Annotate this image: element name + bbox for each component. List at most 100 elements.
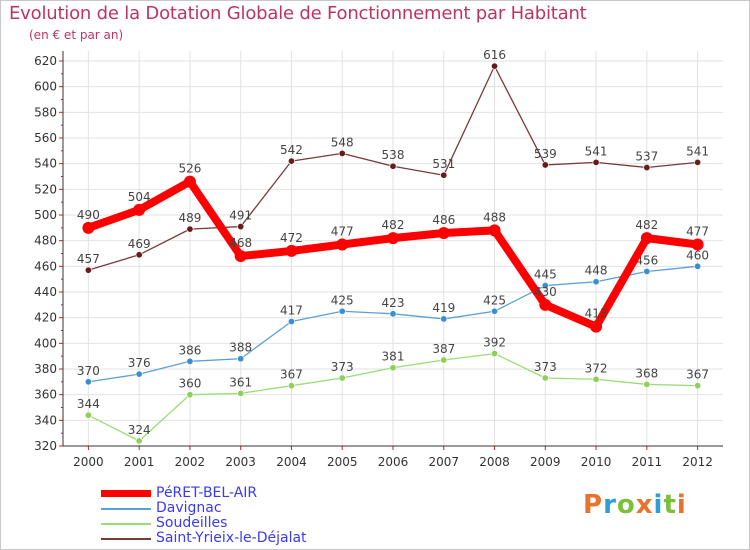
- logo-letter: r: [603, 490, 617, 520]
- data-point: [491, 62, 499, 70]
- y-tick-label: 600: [34, 80, 57, 94]
- data-point: [389, 310, 397, 318]
- data-point: [590, 320, 603, 333]
- logo-letter: x: [635, 490, 654, 520]
- data-point: [389, 364, 397, 372]
- proxiti-logo: Proxiti: [583, 490, 687, 520]
- data-point: [592, 158, 600, 166]
- x-tick-label: 2006: [378, 455, 409, 469]
- y-tick-label: 580: [34, 105, 57, 119]
- data-label: 386: [178, 343, 201, 357]
- x-tick-label: 2004: [276, 455, 307, 469]
- logo-letter: P: [583, 490, 604, 520]
- data-label: 425: [483, 293, 506, 307]
- data-label: 392: [483, 336, 506, 350]
- data-point: [541, 374, 549, 382]
- data-point: [135, 437, 143, 445]
- y-tick-label: 400: [34, 336, 57, 350]
- x-tick-label: 2012: [682, 455, 713, 469]
- data-label: 457: [77, 252, 100, 266]
- data-label: 488: [483, 210, 506, 224]
- chart-subtitle: (en € et par an): [29, 28, 124, 42]
- y-tick-label: 480: [34, 234, 57, 248]
- data-label: 361: [229, 375, 252, 389]
- data-label: 491: [229, 209, 252, 223]
- data-point: [488, 224, 501, 237]
- legend-swatch: [101, 490, 151, 497]
- data-point: [491, 307, 499, 315]
- data-label: 360: [178, 377, 201, 391]
- data-point: [643, 267, 651, 275]
- data-point: [694, 158, 702, 166]
- data-label: 372: [585, 361, 608, 375]
- logo-letter: t: [663, 490, 677, 520]
- x-tick-label: 2009: [530, 455, 561, 469]
- data-label: 448: [585, 264, 608, 278]
- data-point: [84, 411, 92, 419]
- legend-item: Soudeilles: [101, 515, 421, 532]
- data-point: [387, 232, 399, 245]
- data-label: 419: [432, 301, 455, 315]
- data-label: 445: [534, 268, 557, 282]
- data-label: 482: [382, 218, 405, 232]
- data-point: [437, 226, 450, 239]
- x-tick-label: 2010: [581, 455, 612, 469]
- data-label: 489: [178, 211, 201, 225]
- x-tick-label: 2001: [124, 455, 155, 469]
- data-point: [338, 149, 346, 157]
- data-point: [234, 250, 247, 263]
- data-label: 541: [585, 144, 608, 158]
- data-label: 542: [280, 143, 303, 157]
- y-tick-label: 440: [34, 285, 57, 299]
- data-point: [186, 357, 194, 365]
- data-point: [237, 223, 245, 231]
- legend-item: Saint-Yrieix-le-Déjalat: [101, 530, 421, 547]
- data-point: [84, 378, 92, 386]
- legend-swatch: [101, 523, 151, 525]
- legend-label: Soudeilles: [156, 515, 228, 531]
- data-point: [592, 278, 600, 286]
- data-label: 368: [635, 366, 658, 380]
- y-tick-label: 320: [34, 439, 57, 453]
- legend-label: Saint-Yrieix-le-Déjalat: [156, 530, 307, 546]
- legend-label: PéRET-BEL-AIR: [156, 485, 258, 501]
- x-tick-label: 2007: [428, 455, 459, 469]
- data-label: 477: [331, 225, 354, 239]
- data-point: [539, 298, 552, 311]
- logo-letter: i: [653, 490, 664, 520]
- data-label: 539: [534, 147, 557, 161]
- data-point: [694, 262, 702, 270]
- x-tick-label: 2011: [632, 455, 663, 469]
- data-label: 538: [382, 148, 405, 162]
- y-tick-label: 620: [34, 54, 57, 68]
- data-point: [82, 221, 95, 234]
- data-point: [643, 164, 651, 172]
- data-label: 456: [635, 253, 658, 267]
- data-label: 430: [534, 285, 557, 299]
- data-point: [541, 161, 549, 169]
- y-tick-label: 340: [34, 413, 57, 427]
- data-label: 537: [635, 150, 658, 164]
- legend-label: Davignac: [156, 500, 222, 516]
- data-label: 370: [77, 364, 100, 378]
- data-label: 417: [280, 304, 303, 318]
- data-label: 482: [635, 218, 658, 232]
- data-point: [491, 350, 499, 358]
- data-point: [338, 307, 346, 315]
- data-label: 373: [534, 360, 557, 374]
- data-point: [389, 162, 397, 170]
- chart-title: Evolution de la Dotation Globale de Fonc…: [9, 3, 587, 24]
- data-label: 387: [432, 342, 455, 356]
- y-tick-label: 520: [34, 182, 57, 196]
- x-tick-label: 2000: [73, 455, 104, 469]
- data-label: 413: [585, 307, 608, 321]
- data-point: [133, 203, 146, 216]
- data-label: 504: [128, 190, 151, 204]
- data-label: 490: [77, 208, 100, 222]
- logo-letter: i: [676, 490, 687, 520]
- data-point: [135, 251, 143, 259]
- data-label: 381: [382, 350, 405, 364]
- data-point: [186, 225, 194, 233]
